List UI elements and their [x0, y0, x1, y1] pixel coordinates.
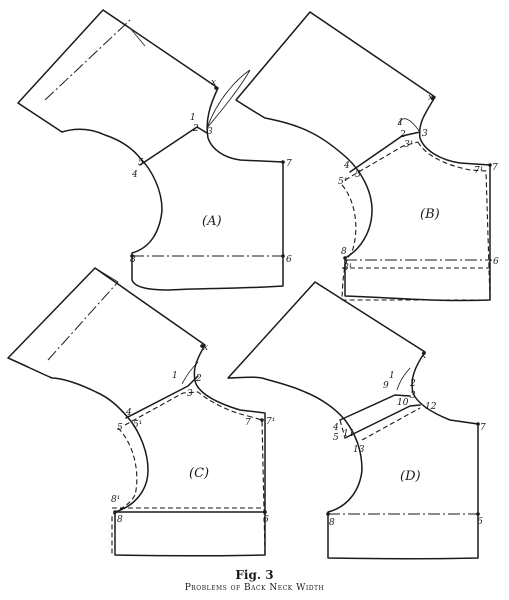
figure-number: Fig. 3 [235, 568, 274, 582]
panel-c-label-2: 2 [195, 374, 202, 384]
panel-c-shoulder-dashed [124, 391, 249, 426]
panel-d-neck-curve [396, 367, 411, 391]
panel-b-label-8: 8 [341, 247, 347, 257]
panel-d-shoulder-band-top [339, 394, 411, 421]
panel-c-label-3: 3 [187, 389, 193, 399]
panel-a-sleeve-outline [17, 9, 284, 291]
panel-b-label-7b: 7¹ [474, 166, 483, 176]
panel-c-label-7: 7 [245, 418, 251, 428]
panel-b: x 1 2 3 3¹ 4 5 5¹ 7 7¹ 6 8 8¹ (B) [235, 11, 499, 302]
panel-b-label-5: 5 [355, 170, 361, 180]
panel-c-label-7b: 7¹ [266, 417, 275, 427]
panel-d: x 1 9 2 3 10 12 4 5 11 13 7 6 8 (D) [227, 281, 486, 560]
panel-d-label-x: x [421, 351, 426, 361]
panel-a-label-5: 5 [138, 158, 144, 168]
panel-a-label-4: 4 [131, 170, 138, 180]
panel-a-label: (A) [202, 214, 222, 229]
panel-a-point-7-dot [281, 160, 285, 164]
panel-c-point-8-dot [113, 510, 117, 514]
panel-d-label-6: 6 [477, 517, 483, 527]
panel-a-thin-line [102, 9, 146, 47]
panel-d-label-1: 1 [389, 371, 395, 381]
panel-c-point-7-dot [260, 418, 264, 422]
panel-b-neck-curve [397, 118, 421, 133]
panel-a-point-6-dot [281, 254, 285, 258]
panel-b-label-7: 7 [492, 163, 498, 173]
figure-subtitle: Problems of Back Neck Width [184, 583, 325, 593]
panel-c-point-6-dot [263, 510, 267, 514]
panel-d-label: (D) [400, 469, 421, 484]
panel-d-band-dashed-left [339, 419, 346, 439]
panel-d-label-5: 5 [333, 433, 339, 443]
panel-a-point-x-dot [214, 86, 218, 90]
panel-b-point-7-dot [488, 163, 492, 167]
panel-a-label-6: 6 [286, 255, 292, 265]
panel-c-shoulder-line [125, 375, 199, 419]
panel-d-label-7: 7 [480, 423, 486, 433]
panel-d-label-9: 9 [383, 381, 389, 391]
panel-b-label-6: 6 [493, 257, 499, 267]
panel-d-point-x-dot [422, 351, 426, 355]
panel-c-dashed-outline [111, 415, 266, 556]
panel-d-label-4: 4 [332, 423, 339, 433]
panel-d-label-11: 11 [343, 429, 354, 439]
panel-b-label-2: 2 [399, 130, 406, 140]
panel-c-label: (C) [189, 466, 209, 481]
panel-c-point-x-dot [200, 344, 204, 348]
panel-d-label-8: 8 [329, 518, 335, 528]
panel-d-label-3: 3 [410, 391, 416, 401]
panel-b-label: (B) [420, 207, 440, 222]
panel-c-neck-curve [181, 361, 199, 385]
panel-b-label-3: 3 [422, 129, 428, 139]
panel-a-point-8-dot [130, 254, 134, 258]
panel-a-label-3: 3 [207, 127, 213, 137]
panel-b-point-x-dot [431, 96, 435, 100]
panel-c-label-5b: 5¹ [133, 420, 142, 430]
panel-a-label-7: 7 [286, 159, 292, 169]
panel-d-shoulder-band-bottom [344, 404, 421, 439]
panel-d-point-8-dot [326, 512, 330, 516]
panel-c-label-x: x [203, 343, 208, 353]
panel-b-label-3b: 3¹ [404, 140, 413, 150]
panel-d-label-2: 2 [409, 379, 416, 389]
panel-c-label-1: 1 [172, 371, 178, 381]
panel-b-label-1: 1 [398, 118, 404, 128]
panel-b-shoulder-line [349, 131, 421, 173]
panel-c-label-8: 8 [117, 515, 123, 525]
panel-c-label-8b: 8¹ [111, 495, 120, 505]
panel-d-label-13: 13 [353, 445, 365, 455]
panel-d-label-12: 12 [425, 402, 437, 412]
panel-b-label-5b: 5¹ [338, 177, 347, 187]
panel-d-label-10: 10 [397, 398, 409, 408]
panel-d-sleeve-outline [227, 281, 479, 560]
panel-c-label-6: 6 [263, 515, 269, 525]
panel-c-dashdot-line [47, 281, 119, 361]
panel-c-label-4: 4 [125, 408, 132, 418]
panel-b-label-8b: 8¹ [343, 263, 352, 273]
panel-b-sleeve-outline [235, 11, 491, 302]
panel-b-label-4: 4 [343, 161, 350, 171]
panel-c-sleeve-outline [7, 267, 266, 557]
panel-b-point-8-dot [343, 256, 347, 260]
panel-c-thin-line [94, 267, 119, 283]
panel-a-shoulder-line [139, 126, 208, 166]
panel-b-label-x: x [428, 93, 433, 103]
panel-a-label-x: x [211, 78, 216, 88]
panel-b-shoulder-dashed [344, 141, 419, 181]
panel-d-point-6-dot [476, 512, 480, 516]
panel-a-neck-curve [206, 69, 251, 129]
panel-d-point-7-dot [476, 422, 480, 426]
panel-d-band-dashed-mid [361, 407, 421, 441]
panel-c-label-5: 5 [117, 423, 123, 433]
panel-a-label-1: 1 [190, 113, 196, 123]
panel-b-dashed-outline [341, 141, 491, 301]
panel-a-label-8: 8 [130, 255, 136, 265]
panel-c: x 1 2 3 4 5 5¹ 7 7¹ 6 8 8¹ (C) [7, 267, 275, 557]
panel-a: x 1 2 3 4 5 7 6 8 (A) [17, 9, 292, 291]
panel-a-label-2: 2 [192, 124, 199, 134]
